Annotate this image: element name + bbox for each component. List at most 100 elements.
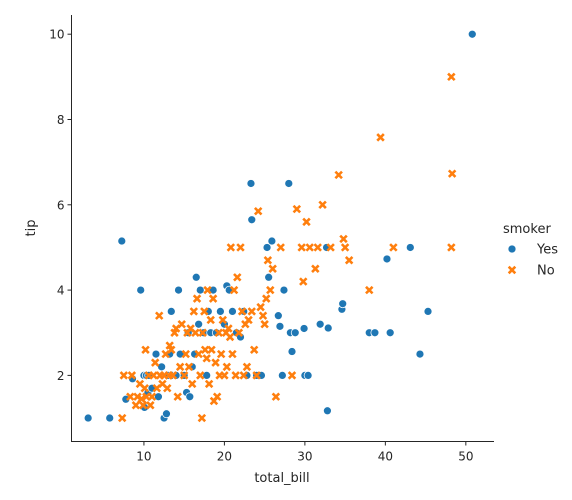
point-smoker-no (376, 133, 385, 142)
point-smoker-no (225, 332, 235, 342)
point-smoker-no (256, 302, 265, 312)
point-smoker-yes (121, 394, 131, 404)
point-smoker-no (131, 401, 141, 410)
point-smoker-yes (405, 243, 415, 252)
point-smoker-no (276, 243, 285, 252)
point-smoker-yes (323, 323, 333, 333)
point-smoker-no (216, 349, 226, 359)
x-axis-title: total_bill (254, 471, 309, 486)
point-smoker-no (137, 394, 146, 404)
point-smoker-no (262, 294, 271, 303)
point-smoker-yes (247, 215, 257, 225)
point-smoker-no (226, 243, 236, 252)
point-smoker-no (198, 328, 207, 337)
point-smoker-no (175, 362, 185, 372)
point-smoker-yes (216, 307, 225, 316)
point-smoker-yes (338, 299, 348, 309)
point-smoker-no (268, 264, 277, 273)
point-smoker-yes (117, 236, 127, 246)
point-smoker-no (258, 311, 268, 320)
point-smoker-no (339, 234, 348, 244)
point-smoker-no (138, 401, 148, 410)
point-smoker-no (236, 243, 245, 252)
point-smoker-no (266, 285, 275, 295)
point-smoker-no (287, 371, 297, 380)
point-smoker-no (208, 294, 218, 303)
point-smoker-no (218, 315, 228, 325)
x-tick-label: 40 (378, 450, 393, 464)
x-tick-label: 30 (297, 450, 312, 464)
point-smoker-no (207, 345, 216, 355)
point-smoker-yes (162, 409, 171, 419)
point-smoker-yes (303, 371, 313, 380)
point-smoker-yes (415, 349, 425, 359)
point-smoker-no (365, 285, 374, 295)
point-smoker-no (249, 345, 259, 355)
point-smoker-no (212, 392, 222, 401)
point-smoker-no (244, 315, 253, 325)
point-smoker-no (305, 243, 314, 252)
point-smoker-yes (166, 307, 176, 316)
point-smoker-yes (264, 272, 274, 282)
point-smoker-no (263, 256, 273, 265)
point-smoker-no (234, 328, 244, 337)
point-smoker-yes (370, 328, 380, 338)
point-smoker-no (222, 362, 232, 372)
point-smoker-no (141, 345, 150, 355)
point-smoker-yes (185, 392, 195, 402)
point-smoker-yes (157, 362, 167, 372)
y-ticks: 2 4 6 8 10 (49, 28, 72, 383)
point-smoker-no (344, 256, 354, 265)
legend-items: Yes No (507, 243, 558, 279)
point-smoker-no (181, 349, 190, 359)
legend-title: smoker (503, 222, 551, 237)
point-smoker-yes (385, 328, 395, 338)
point-smoker-no (252, 371, 261, 380)
point-smoker-yes (273, 311, 283, 321)
point-smoker-yes (382, 254, 392, 264)
point-smoker-yes (136, 285, 146, 295)
legend-label: Yes (536, 243, 558, 258)
point-smoker-no (154, 311, 164, 320)
x-tick-label: 50 (458, 450, 473, 464)
point-smoker-no (237, 307, 247, 316)
point-smoker-no (214, 328, 223, 337)
point-smoker-no (224, 324, 233, 333)
point-smoker-yes (262, 243, 272, 252)
point-smoker-no (126, 392, 135, 401)
point-smoker-no (253, 206, 263, 216)
point-smoker-yes (194, 319, 204, 329)
point-smoker-no (271, 392, 281, 401)
point-smoker-no (192, 294, 202, 303)
point-smoker-no (229, 285, 239, 295)
point-smoker-no (233, 273, 242, 282)
point-smoker-yes (287, 347, 297, 356)
y-tick-label: 8 (57, 113, 65, 127)
legend-label: No (537, 264, 555, 279)
point-smoker-no (206, 315, 215, 325)
point-smoker-yes (267, 236, 277, 246)
point-smoker-yes (279, 285, 289, 295)
point-smoker-yes (323, 406, 332, 416)
x-tick-label: 20 (217, 450, 232, 464)
point-smoker-no (297, 243, 306, 252)
point-smoker-no (334, 170, 343, 180)
point-smoker-no (326, 243, 335, 252)
x-ticks: 10 20 30 40 50 (136, 441, 473, 464)
point-smoker-no (187, 379, 197, 389)
point-smoker-yes (195, 285, 205, 295)
point-smoker-no (447, 72, 456, 82)
point-smoker-no (173, 392, 182, 401)
point-smoker-yes (467, 29, 477, 39)
legend-marker-yes (507, 244, 517, 254)
point-smoker-no (211, 358, 220, 367)
y-tick-label: 2 (57, 369, 65, 383)
point-smoker-no (202, 354, 211, 363)
point-smoker-yes (284, 179, 294, 188)
point-smoker-yes (151, 349, 161, 359)
point-smoker-no (189, 307, 199, 316)
point-smoker-no (146, 401, 155, 410)
point-smoker-no (299, 277, 308, 286)
point-smoker-no (311, 264, 320, 273)
point-smoker-no (168, 371, 178, 380)
